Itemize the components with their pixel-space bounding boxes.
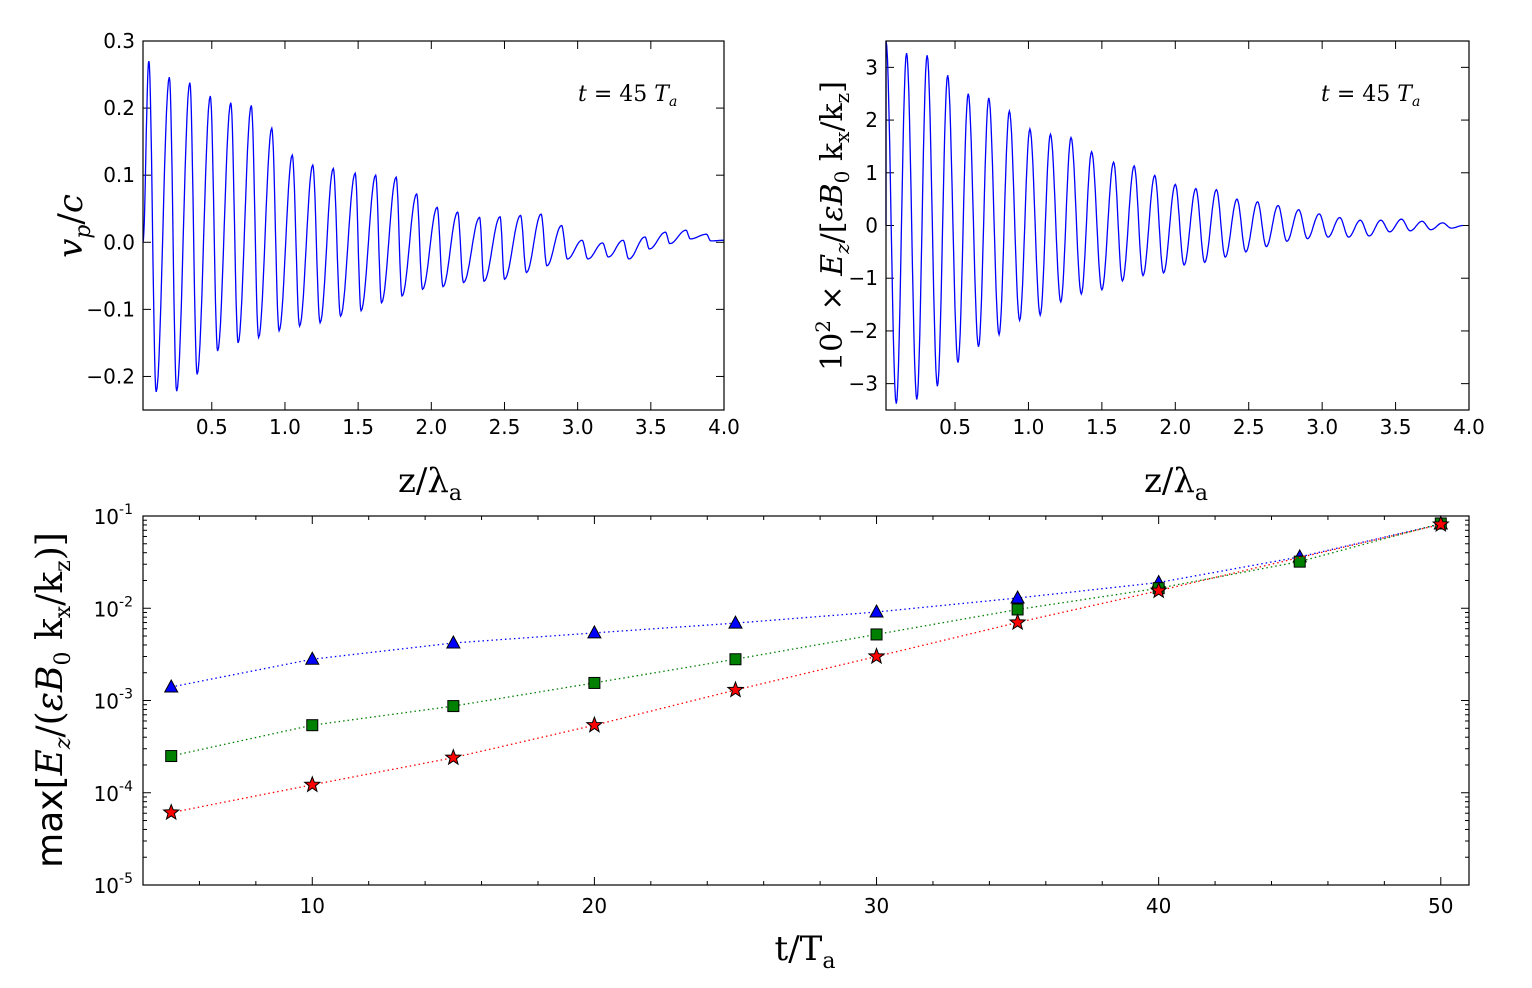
data-point-green-squares xyxy=(729,653,742,666)
y-tick-label: 0 xyxy=(865,214,878,238)
y-tick-label: −1 xyxy=(849,266,878,290)
x-tick-label: 0.5 xyxy=(939,415,971,439)
y-tick-label: 10-5 xyxy=(94,871,133,898)
data-point-blue-triangles xyxy=(163,678,179,693)
x-ticks: 10 20 30 40 50 xyxy=(198,516,1454,918)
data-point-green-squares xyxy=(165,750,178,763)
series-line-vp xyxy=(142,60,724,393)
x-tick-label: 30 xyxy=(864,894,889,918)
x-tick-label: 2.5 xyxy=(489,415,521,439)
x-tick-label: 50 xyxy=(1428,894,1453,918)
data-point-blue-triangles xyxy=(1010,589,1025,604)
x-tick-label: 1.0 xyxy=(1013,415,1045,439)
x-axis-label: t/Ta xyxy=(775,929,836,974)
y-tick-label: 0.3 xyxy=(103,29,135,53)
y-tick-label: 10-3 xyxy=(94,687,133,714)
x-tick-label: 2.0 xyxy=(415,415,447,439)
data-point-green-squares xyxy=(588,676,601,689)
x-tick-label: 4.0 xyxy=(708,415,740,439)
data-point-red-stars xyxy=(867,647,886,665)
x-tick-label: 4.0 xyxy=(1453,415,1485,439)
series-line-red-stars xyxy=(171,523,1441,814)
data-point-green-squares xyxy=(306,719,319,732)
x-axis-label: z/λa xyxy=(398,461,462,506)
x-tick-label: 3.5 xyxy=(635,415,667,439)
y-axis-label: vp/c xyxy=(51,194,96,258)
x-ticks: 0.5 1.0 1.5 2.0 2.5 3.0 3.5 4.0 xyxy=(939,41,1485,439)
y-tick-label: 1 xyxy=(865,161,878,185)
y-axis-label: max[Ez/(εB0 kx/kz)] xyxy=(30,532,76,868)
y-ticks: −3 −2 −1 0 1 2 3 xyxy=(849,55,1469,396)
y-axis-label: 102 × Ez/[εB0 kx/kz] xyxy=(811,81,854,371)
y-tick-label: −0.2 xyxy=(86,364,135,388)
y-tick-label: −0.1 xyxy=(86,297,135,321)
data-point-blue-triangles xyxy=(304,651,320,665)
data-point-blue-triangles xyxy=(869,603,884,618)
panel-growth: 10 20 30 40 50 10-5 10-4 10-3 10-2 10-1 max[Ez/(… xyxy=(30,502,1470,974)
x-tick-label: 10 xyxy=(300,894,325,918)
plot-frame xyxy=(885,40,1470,411)
data-point-blue-triangles xyxy=(587,624,602,639)
y-tick-label: 0.0 xyxy=(103,230,135,254)
x-tick-label: 40 xyxy=(1146,894,1171,918)
x-axis-label: z/λa xyxy=(1144,461,1208,506)
series-line-ez xyxy=(885,40,1464,404)
plot-frame xyxy=(142,515,1470,886)
data-point-red-stars xyxy=(1431,514,1450,533)
x-tick-label: 2.0 xyxy=(1159,415,1191,439)
panel-velocity: 0.5 1.0 1.5 2.0 2.5 3.0 3.5 4.0 −0.2 −0.1 0.0 0.1 0… xyxy=(51,29,740,506)
y-tick-label: 2 xyxy=(865,108,878,132)
y-tick-label: 3 xyxy=(865,55,878,79)
y-tick-label: 10-2 xyxy=(94,594,133,621)
y-ticks: −0.2 −0.1 0.0 0.1 0.2 0.3 xyxy=(86,29,724,388)
x-tick-label: 1.5 xyxy=(342,415,374,439)
y-ticks: 10-5 10-4 10-3 10-2 10-1 xyxy=(94,502,1469,898)
data-point-red-stars xyxy=(585,715,604,733)
x-tick-label: 1.5 xyxy=(1086,415,1118,439)
x-tick-label: 3.5 xyxy=(1380,415,1412,439)
data-point-green-squares xyxy=(1293,555,1306,568)
data-point-green-squares xyxy=(870,628,883,641)
series-group xyxy=(162,514,1450,821)
plot-frame xyxy=(142,40,725,411)
series-line-green-squares xyxy=(171,522,1441,757)
x-tick-label: 1.0 xyxy=(269,415,301,439)
data-point-green-squares xyxy=(447,700,460,713)
y-tick-label: 10-1 xyxy=(94,502,133,529)
x-tick-label: 2.5 xyxy=(1233,415,1265,439)
y-tick-label: 0.2 xyxy=(103,96,135,120)
data-point-blue-triangles xyxy=(728,615,743,629)
data-point-red-stars xyxy=(162,803,181,821)
y-tick-label: 10-4 xyxy=(94,779,134,806)
data-point-blue-triangles xyxy=(446,634,461,649)
x-tick-label: 0.5 xyxy=(196,415,228,439)
x-tick-label: 3.0 xyxy=(1306,415,1338,439)
series-line-blue-triangles xyxy=(171,523,1441,688)
data-point-red-stars xyxy=(1008,613,1027,631)
data-point-red-stars xyxy=(303,775,322,793)
panel-field: 0.5 1.0 1.5 2.0 2.5 3.0 3.5 4.0 −3 −2 −1 0 1 2 3 t = … xyxy=(811,40,1485,506)
annotation: t = 45 Ta xyxy=(1321,82,1420,110)
data-point-red-stars xyxy=(726,680,745,698)
x-tick-label: 20 xyxy=(582,894,607,918)
y-tick-label: −3 xyxy=(849,372,878,396)
x-ticks: 0.5 1.0 1.5 2.0 2.5 3.0 3.5 4.0 xyxy=(196,41,740,439)
data-point-red-stars xyxy=(444,748,463,766)
annotation: t = 45 Ta xyxy=(578,82,677,110)
y-tick-label: −2 xyxy=(849,319,878,343)
x-tick-label: 3.0 xyxy=(562,415,594,439)
y-tick-label: 0.1 xyxy=(103,163,135,187)
data-point-red-stars xyxy=(1149,581,1168,599)
